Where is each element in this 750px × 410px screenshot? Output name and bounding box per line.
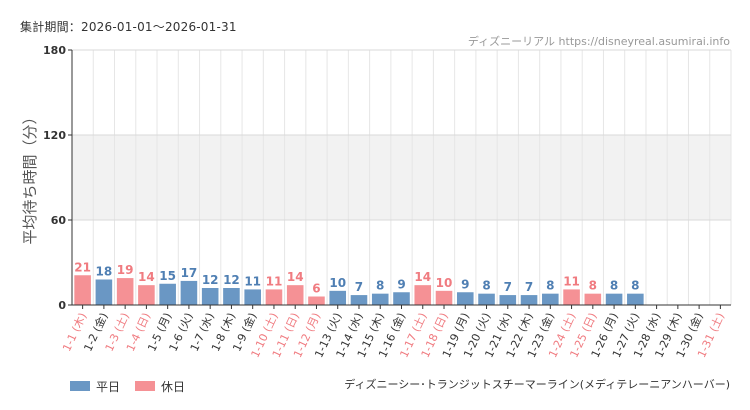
bar[interactable] xyxy=(244,289,261,305)
bar[interactable] xyxy=(520,295,538,305)
bar[interactable] xyxy=(74,275,91,305)
bar-value-label: 8 xyxy=(610,279,618,293)
bar[interactable] xyxy=(456,292,474,305)
bar[interactable] xyxy=(180,280,198,305)
bar-value-label: 19 xyxy=(117,263,134,277)
bar-value-label: 11 xyxy=(244,274,261,288)
bar-value-label: 17 xyxy=(181,266,198,280)
bar-value-label: 14 xyxy=(138,270,155,284)
bar-value-label: 21 xyxy=(74,260,91,274)
bar[interactable] xyxy=(350,295,368,305)
bar[interactable] xyxy=(605,293,623,305)
bar-value-label: 7 xyxy=(355,280,363,294)
bar-value-label: 8 xyxy=(589,279,597,293)
bar[interactable] xyxy=(329,290,347,305)
attraction-name: ディズニーシー･トランジットスチーマーライン(メディテレーニアンハーバー) xyxy=(344,378,730,391)
bars xyxy=(74,275,644,306)
bar-value-label: 8 xyxy=(376,279,384,293)
bar[interactable] xyxy=(627,293,644,305)
bar[interactable] xyxy=(478,293,495,305)
legend-label-holiday[interactable]: 休日 xyxy=(161,380,186,394)
bar-value-label: 8 xyxy=(631,279,639,293)
y-tick-label: 180 xyxy=(43,44,66,57)
bar-value-label: 8 xyxy=(482,279,490,293)
y-tick-label: 0 xyxy=(58,299,66,312)
bar[interactable] xyxy=(393,292,410,305)
bar-value-label: 10 xyxy=(436,276,453,290)
legend-label-weekday[interactable]: 平日 xyxy=(96,380,121,394)
bar-value-label: 8 xyxy=(546,279,554,293)
bar[interactable] xyxy=(95,279,113,306)
bar[interactable] xyxy=(371,293,389,305)
y-tick-labels: 0 60 120 180 xyxy=(43,44,72,312)
y-tick-label: 120 xyxy=(43,129,66,142)
y-tick-label: 60 xyxy=(51,214,67,227)
bar[interactable] xyxy=(159,283,176,305)
site-credit[interactable]: ディズニーリアル https://disneyreal.asumirai.inf… xyxy=(467,35,730,48)
bar-value-label: 10 xyxy=(329,276,346,290)
bar-value-label: 12 xyxy=(223,273,240,287)
bar-value-label: 11 xyxy=(563,274,580,288)
bar[interactable] xyxy=(265,289,283,305)
bar[interactable] xyxy=(414,285,432,305)
bar[interactable] xyxy=(584,293,602,305)
bar-value-label: 9 xyxy=(397,277,405,291)
bar[interactable] xyxy=(308,296,325,306)
bar[interactable] xyxy=(223,288,240,305)
bar[interactable] xyxy=(138,285,155,305)
bar[interactable] xyxy=(499,295,517,305)
bar-value-label: 7 xyxy=(504,280,512,294)
bar-value-label: 15 xyxy=(159,269,176,283)
bar-value-label: 14 xyxy=(287,270,304,284)
legend-swatch-weekday xyxy=(70,381,90,391)
bar-value-label: 11 xyxy=(266,274,283,288)
bar[interactable] xyxy=(286,285,304,305)
bar-value-label: 14 xyxy=(414,270,431,284)
bar[interactable] xyxy=(201,288,219,305)
bar-value-label: 7 xyxy=(525,280,533,294)
legend-swatch-holiday xyxy=(135,381,155,391)
period-label: 集計期間：2026-01-01〜2026-01-31 xyxy=(20,20,237,34)
bar[interactable] xyxy=(116,278,134,305)
y-axis-label: 平均待ち時間（分） xyxy=(21,109,39,244)
x-tick-labels: 1-1 (木)1-2 (金)1-3 (土)1-4 (日)1-5 (月)1-6 (… xyxy=(60,305,727,360)
bar[interactable] xyxy=(435,290,453,305)
gridlines xyxy=(71,49,732,306)
bar-value-label: 12 xyxy=(202,273,219,287)
bar-value-label: 18 xyxy=(96,265,113,279)
shaded-band xyxy=(72,135,731,220)
bar[interactable] xyxy=(563,289,580,305)
bar-value-label: 9 xyxy=(461,277,469,291)
bar-value-label: 6 xyxy=(312,282,320,296)
bar[interactable] xyxy=(542,293,559,305)
